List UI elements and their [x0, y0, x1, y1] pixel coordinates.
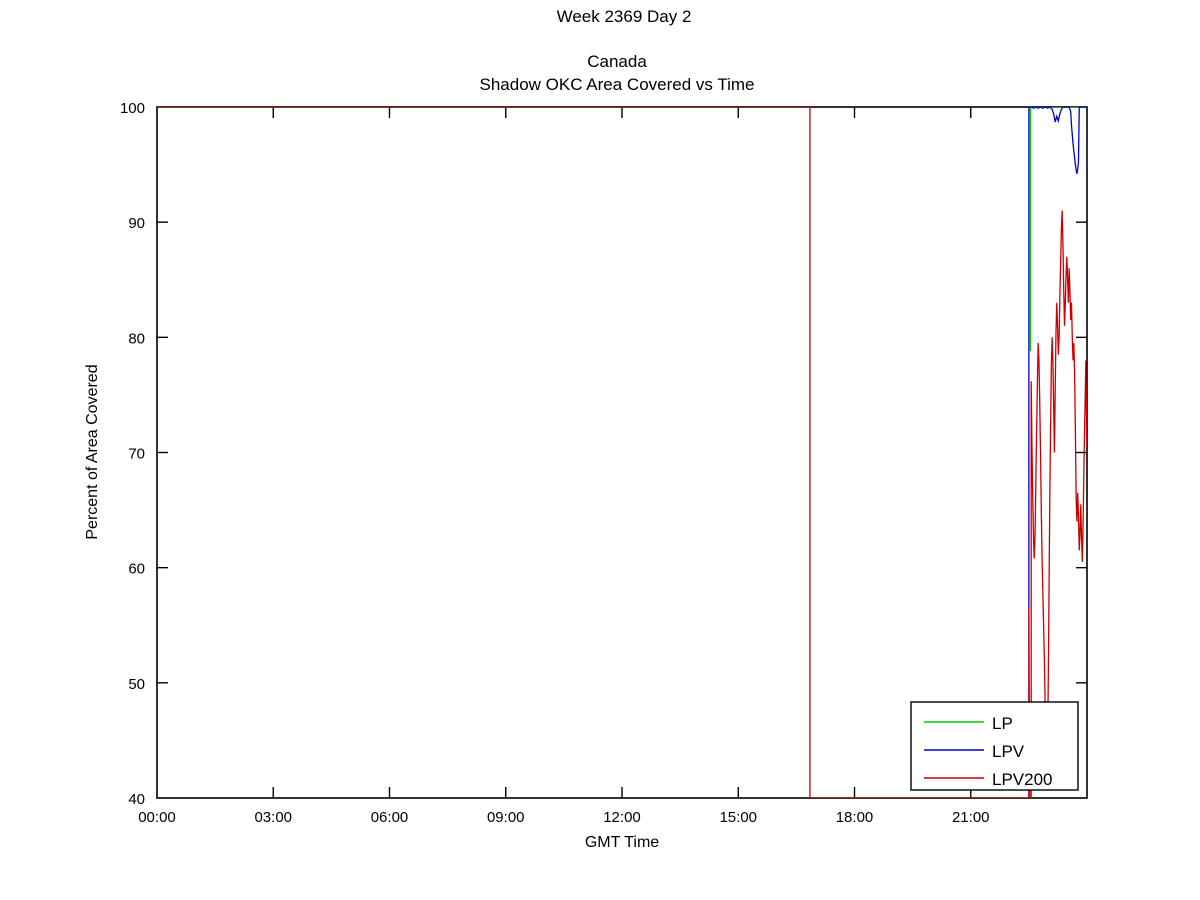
y-tick-label: 40: [128, 791, 145, 808]
chart-title-line2: Shadow OKC Area Covered vs Time: [480, 75, 755, 94]
y-tick-label: 70: [128, 446, 145, 463]
x-axis-label: GMT Time: [585, 834, 659, 851]
x-tick-label: 00:00: [138, 809, 176, 826]
x-tick-label: 03:00: [254, 809, 292, 826]
x-tick-label: 12:00: [603, 809, 641, 826]
x-tick-label: 09:00: [487, 809, 525, 826]
legend-label-lp: LP: [992, 714, 1013, 733]
x-tick-label: 18:00: [836, 809, 874, 826]
y-tick-label: 80: [128, 330, 145, 347]
series-line-lpv200: [157, 107, 1087, 798]
x-tick-label: 15:00: [719, 809, 757, 826]
y-axis-tick-labels: 40 50 60 70 80 90 100: [120, 100, 145, 808]
chart-supertitle: Week 2369 Day 2: [557, 7, 692, 26]
series-line-lpv: [1028, 107, 1087, 798]
legend-box: [910, 701, 1079, 791]
y-tick-label: 50: [128, 676, 145, 693]
chart-title-line1: Canada: [587, 52, 647, 71]
legend-label-lpv200: LPV200: [992, 770, 1053, 789]
y-tick-label: 60: [128, 561, 145, 578]
x-tick-label: 06:00: [371, 809, 409, 826]
x-tick-label: 21:00: [952, 809, 990, 826]
x-axis-tick-labels: 00:00 03:00 06:00 09:00 12:00 15:00 18:00 21:00: [138, 809, 989, 826]
series-line-lp: [1029, 107, 1087, 352]
y-axis-label: Percent of Area Covered: [84, 364, 101, 539]
x-axis-ticks: [272, 107, 972, 798]
legend[interactable]: LP LPV LPV200: [910, 701, 1079, 791]
legend-entries: LP LPV LPV200: [924, 714, 1053, 789]
y-tick-label: 90: [128, 215, 145, 232]
legend-label-lpv: LPV: [992, 742, 1025, 761]
y-axis-ticks: [157, 221, 1087, 684]
y-tick-label: 100: [120, 100, 145, 117]
data-series-group: [157, 107, 1087, 798]
